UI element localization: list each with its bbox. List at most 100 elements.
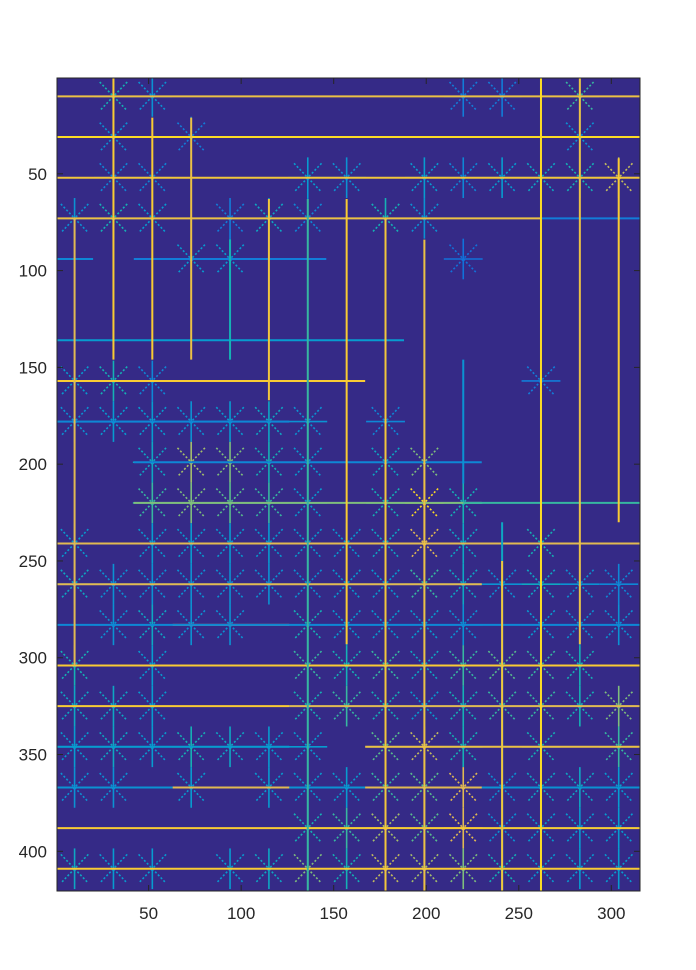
star-arm bbox=[99, 569, 128, 600]
star-arm bbox=[99, 81, 128, 112]
star-arm bbox=[99, 569, 128, 600]
star-arm bbox=[99, 366, 128, 396]
star-arm bbox=[448, 162, 478, 193]
star-arm bbox=[371, 406, 400, 437]
star-arm bbox=[137, 447, 167, 478]
star-arm bbox=[371, 609, 400, 640]
star-arm bbox=[371, 609, 400, 640]
star-arm bbox=[448, 731, 478, 762]
star-arm bbox=[410, 853, 439, 884]
star-arm bbox=[526, 813, 556, 844]
star-arm bbox=[565, 772, 595, 803]
star-arm bbox=[565, 609, 595, 640]
star-arm bbox=[137, 853, 167, 884]
star-arm bbox=[371, 447, 400, 478]
star-arm bbox=[410, 203, 439, 234]
star-arm bbox=[254, 569, 284, 600]
star-arm bbox=[371, 853, 400, 884]
star-arm bbox=[293, 162, 323, 193]
star-arm bbox=[137, 609, 167, 640]
star-arm bbox=[487, 853, 517, 884]
x-tick-label: 150 bbox=[320, 904, 348, 923]
star-arm bbox=[410, 691, 439, 722]
star-arm bbox=[410, 569, 439, 600]
star-arm bbox=[410, 813, 439, 844]
star-arm bbox=[526, 609, 556, 640]
star-arm bbox=[487, 650, 517, 681]
star-arm bbox=[99, 609, 128, 640]
star-arm bbox=[448, 813, 478, 844]
star-arm bbox=[526, 162, 556, 193]
star-arm bbox=[99, 609, 128, 640]
star-arm bbox=[371, 569, 400, 600]
star-arm bbox=[371, 487, 400, 518]
star-arm bbox=[293, 650, 323, 681]
star-arm bbox=[176, 731, 206, 762]
y-tick-label: 350 bbox=[19, 746, 47, 765]
star-arm bbox=[448, 609, 478, 640]
star-arm bbox=[332, 691, 361, 722]
star-arm bbox=[604, 162, 634, 193]
star-arm bbox=[176, 772, 206, 803]
star-arm bbox=[565, 122, 595, 152]
star-arm bbox=[176, 447, 206, 478]
plot-background bbox=[57, 78, 640, 891]
star-arm bbox=[410, 772, 439, 803]
star-arm bbox=[487, 162, 517, 193]
star-arm bbox=[448, 162, 478, 193]
star-arm bbox=[293, 203, 323, 234]
star-arm bbox=[254, 731, 284, 762]
star-arm bbox=[410, 447, 439, 478]
star-arm bbox=[332, 853, 361, 884]
star-arm bbox=[60, 528, 89, 559]
star-arm bbox=[410, 772, 439, 803]
star-arm bbox=[371, 731, 400, 762]
star-arm bbox=[448, 528, 478, 559]
star-arm bbox=[215, 203, 245, 234]
star-arm bbox=[137, 406, 167, 437]
star-arm bbox=[410, 691, 439, 722]
star-arm bbox=[60, 691, 89, 722]
star-arm bbox=[99, 406, 128, 437]
star-arm bbox=[371, 772, 400, 803]
star-arm bbox=[448, 487, 478, 518]
star-arm bbox=[60, 569, 89, 600]
star-arm bbox=[60, 203, 89, 234]
star-arm bbox=[137, 853, 167, 884]
star-arm bbox=[604, 609, 634, 640]
star-arm bbox=[565, 813, 595, 844]
star-arm bbox=[604, 772, 634, 803]
star-arm bbox=[410, 731, 439, 762]
star-arm bbox=[99, 853, 128, 884]
star-arm bbox=[254, 203, 284, 234]
star-arm bbox=[448, 569, 478, 600]
star-arm bbox=[137, 569, 167, 600]
star-arm bbox=[254, 487, 284, 518]
star-arm bbox=[176, 447, 206, 478]
star-arm bbox=[410, 203, 439, 234]
star-arm bbox=[176, 487, 206, 518]
star-arm bbox=[99, 366, 128, 396]
star-arm bbox=[410, 162, 439, 193]
star-arm bbox=[604, 691, 634, 722]
star-arm bbox=[332, 813, 361, 844]
star-arm bbox=[526, 691, 556, 722]
star-arm bbox=[254, 406, 284, 437]
star-arm bbox=[526, 731, 556, 762]
y-axis-ticks: 50 100 150 200 250 300 350 400 bbox=[19, 165, 640, 861]
star-arm bbox=[332, 569, 361, 600]
star-arm bbox=[137, 691, 167, 722]
star-arm bbox=[371, 528, 400, 559]
star-arm bbox=[448, 772, 478, 803]
star-arm bbox=[293, 731, 323, 762]
star-arm bbox=[137, 203, 167, 234]
star-arm bbox=[410, 731, 439, 762]
star-arm bbox=[410, 813, 439, 844]
star-arm bbox=[60, 569, 89, 600]
star-arm bbox=[215, 731, 245, 762]
star-arm bbox=[215, 609, 245, 640]
star-arm bbox=[137, 81, 167, 112]
star-arm bbox=[60, 853, 89, 884]
star-arm bbox=[565, 691, 595, 722]
star-arm bbox=[332, 853, 361, 884]
